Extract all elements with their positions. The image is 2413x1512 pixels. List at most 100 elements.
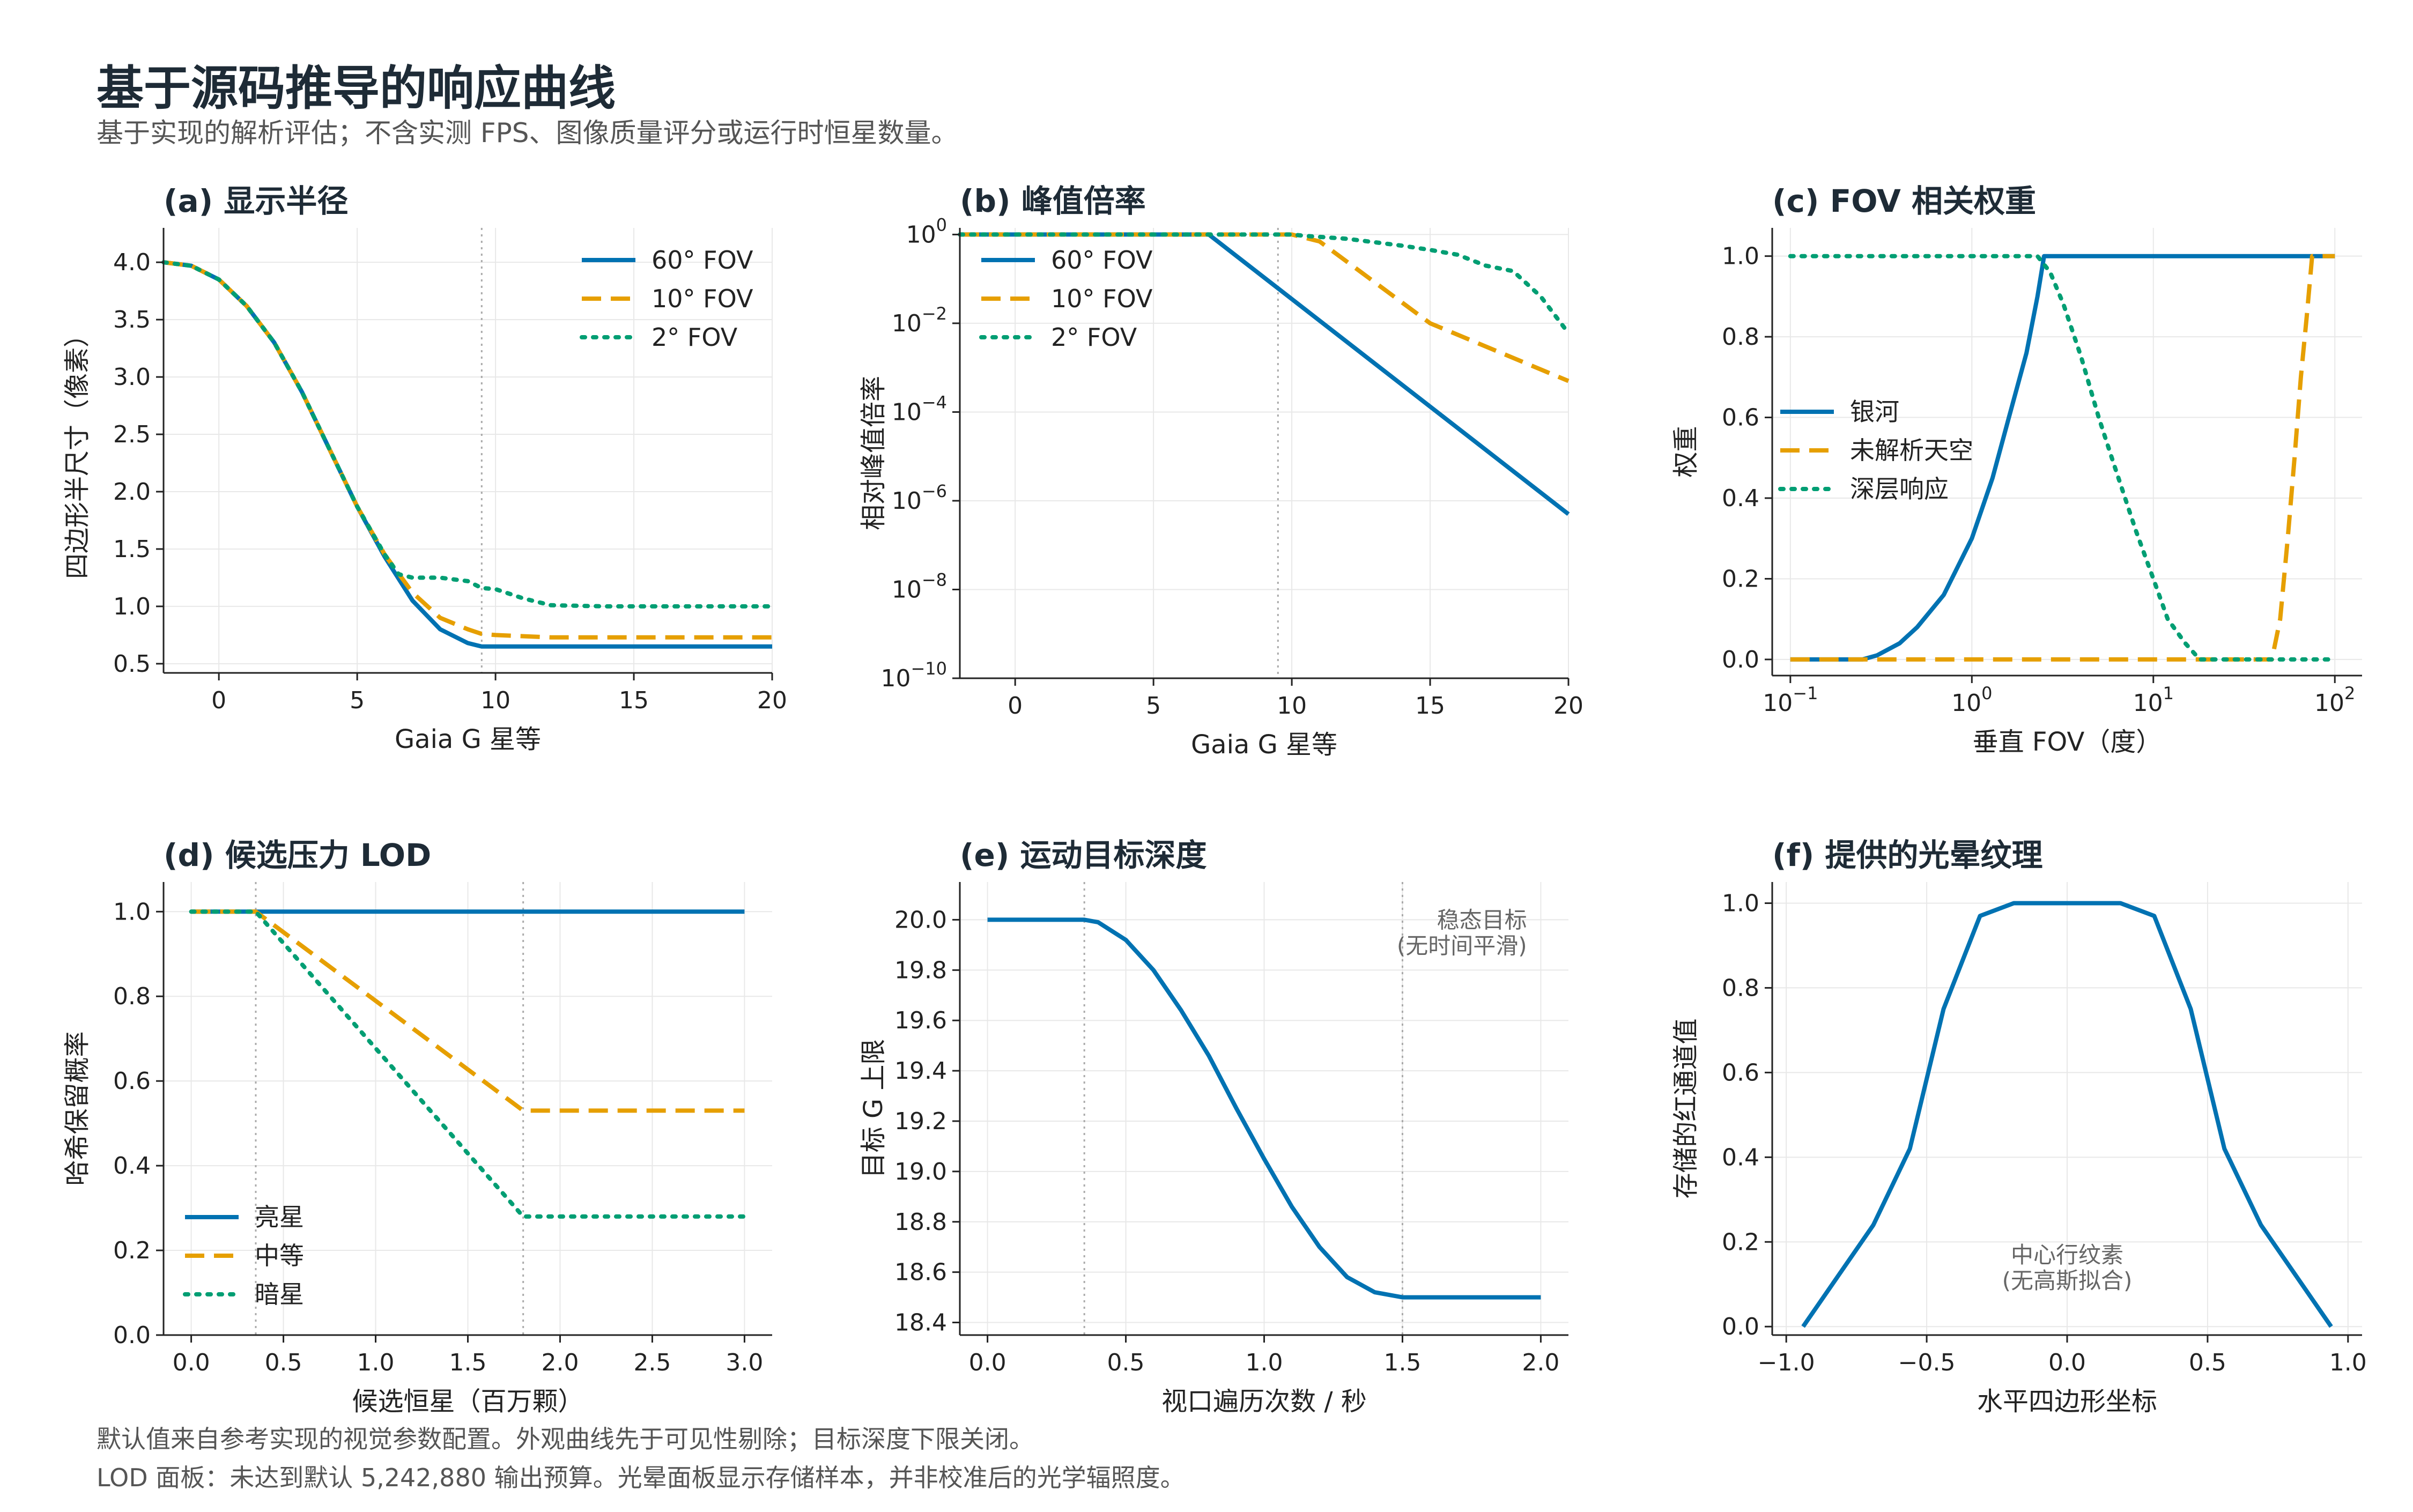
series-line-1 xyxy=(960,232,1570,516)
legend: 60° FOV 10° FOV 2° FOV xyxy=(979,246,1153,352)
series-line-3 xyxy=(161,260,774,609)
y-axis-label: 四边形半尺寸（像素） xyxy=(62,322,92,579)
y-tick-label: 0.8 xyxy=(1722,974,1759,1002)
y-tick-label: 3.0 xyxy=(113,364,151,391)
y-tick-label: 10−8 xyxy=(892,569,947,603)
y-tick-label: 0.4 xyxy=(113,1152,151,1180)
y-axis-label: 相对峰值倍率 xyxy=(858,376,889,530)
y-tick-label: 3.5 xyxy=(113,306,151,333)
x-tick-label: 102 xyxy=(2314,683,2355,717)
y-tick-label: 10−4 xyxy=(892,392,947,426)
y-tick-label: 0.8 xyxy=(1722,323,1759,351)
x-tick-label: 1.0 xyxy=(1246,1349,1283,1376)
x-axis-label: Gaia G 星等 xyxy=(1191,730,1337,760)
y-axis-label: 目标 G 上限 xyxy=(858,1039,889,1179)
legend-label: 银河 xyxy=(1850,397,1899,426)
x-axis-label: Gaia G 星等 xyxy=(395,724,541,754)
panel-title: (c) FOV 相关权重 xyxy=(1772,183,2036,219)
y-tick-label: 18.8 xyxy=(894,1209,947,1236)
x-axis-label: 水平四边形坐标 xyxy=(1977,1387,2157,1417)
x-tick-label: 0.5 xyxy=(265,1349,302,1376)
series-line-2 xyxy=(960,232,1570,383)
series-line-1 xyxy=(1790,254,2335,662)
panel-b: 0 5 10 15 20 100 10−2 10−4 10−6 10−8 10−10 (b) 峰值倍率… xyxy=(858,183,1583,760)
x-tick-label: 0.0 xyxy=(173,1349,210,1376)
x-tick-label: 0.0 xyxy=(2048,1349,2086,1376)
y-tick-label: 20.0 xyxy=(894,906,947,933)
y-tick-label: 19.8 xyxy=(894,957,947,984)
x-tick-label: 101 xyxy=(2133,683,2174,717)
x-tick-label: 1.0 xyxy=(357,1349,395,1376)
x-axis-label: 垂直 FOV（度） xyxy=(1973,727,2162,757)
legend-label: 亮星 xyxy=(255,1203,304,1232)
y-tick-label: 2.0 xyxy=(113,478,151,506)
x-tick-label: 15 xyxy=(619,687,649,714)
legend-label: 中等 xyxy=(255,1241,304,1270)
x-tick-label: 2.5 xyxy=(633,1349,671,1376)
x-tick-label: 1.5 xyxy=(449,1349,487,1376)
y-tick-label: 1.5 xyxy=(113,536,151,563)
legend-label: 2° FOV xyxy=(652,323,738,352)
legend-label: 深层响应 xyxy=(1850,475,1949,503)
legend: 60° FOV 10° FOV 2° FOV xyxy=(580,246,753,352)
y-tick-label: 2.5 xyxy=(113,421,151,448)
panel-e: 0.0 0.5 1.0 1.5 2.0 18.4 18.6 18.8 19.0 19.2 19.4 1… xyxy=(858,837,1568,1417)
y-tick-label: 19.2 xyxy=(894,1108,947,1135)
panel-f: −1.0 −0.5 0.0 0.5 1.0 0.0 0.2 0.4 0.6 0.8 1.0 (f) 提… xyxy=(1671,837,2367,1417)
y-axis-label: 哈希保留概率 xyxy=(62,1031,92,1185)
y-tick-label: 0.6 xyxy=(1722,1059,1759,1086)
y-tick-label: 18.4 xyxy=(894,1309,947,1337)
chart-panels: 0 5 10 15 200.51.01.52.02.53.03.54.0(a) 显示半径… xyxy=(62,183,2367,1417)
y-tick-label: 1.0 xyxy=(1722,243,1759,270)
y-tick-label: 0.0 xyxy=(1722,1313,1759,1340)
panel-c: 10−1 100 101 102 0.0 0.2 0.4 0.6 0.8 1.0 (c) FOV 相… xyxy=(1671,183,2362,757)
x-tick-label: 0.0 xyxy=(969,1349,1006,1376)
legend-label: 60° FOV xyxy=(652,246,753,275)
panel-title: (a) 显示半径 xyxy=(164,183,348,219)
y-tick-label: 10−6 xyxy=(892,481,947,515)
y-tick-label: 0.4 xyxy=(1722,1144,1759,1171)
y-tick-label: 0.5 xyxy=(113,650,151,678)
x-tick-label: 10 xyxy=(1277,692,1307,720)
legend-label: 2° FOV xyxy=(1051,323,1137,352)
x-tick-label: 3.0 xyxy=(726,1349,763,1376)
y-tick-label: 0.2 xyxy=(1722,565,1759,592)
legend-label: 未解析天空 xyxy=(1850,436,1973,465)
y-tick-label: 0.6 xyxy=(113,1068,151,1095)
x-axis-label: 视口遍历次数 / 秒 xyxy=(1161,1387,1367,1417)
x-tick-label: 0 xyxy=(211,687,226,714)
y-tick-label: 0.0 xyxy=(113,1322,151,1349)
y-tick-label: 0.2 xyxy=(113,1237,151,1264)
legend-label: 60° FOV xyxy=(1051,246,1153,275)
y-tick-label: 0.4 xyxy=(1722,485,1759,512)
panel-title: (b) 峰值倍率 xyxy=(960,183,1146,219)
y-axis-label: 权重 xyxy=(1671,426,1701,477)
x-tick-label: 1.0 xyxy=(2329,1349,2367,1376)
x-axis-label: 候选恒星（百万颗） xyxy=(352,1387,583,1417)
x-tick-label: 20 xyxy=(757,687,787,714)
x-tick-label: −0.5 xyxy=(1898,1349,1956,1376)
x-tick-label: 0.5 xyxy=(2189,1349,2226,1376)
panel-a: 0 5 10 15 20 0.5 1.0 1.5 2.0 2.5 3.0 3.5 4.0 (a) 显示半径… xyxy=(62,183,787,754)
y-tick-label: 18.6 xyxy=(894,1259,947,1286)
x-tick-label: 5 xyxy=(1146,692,1161,720)
legend-label: 10° FOV xyxy=(652,284,753,313)
panel-title: (f) 提供的光晕纹理 xyxy=(1772,837,2042,873)
y-tick-label: 0.8 xyxy=(113,983,151,1010)
legend-label: 10° FOV xyxy=(1051,284,1153,313)
y-tick-label: 19.4 xyxy=(894,1057,947,1085)
x-tick-label: 10−1 xyxy=(1763,683,1818,717)
x-tick-label: 20 xyxy=(1553,692,1583,720)
y-axis-label: 存储的红通道值 xyxy=(1671,1018,1701,1198)
panel-title: (e) 运动目标深度 xyxy=(960,837,1207,873)
series-line-2 xyxy=(163,260,772,640)
x-tick-label: 15 xyxy=(1415,692,1445,720)
y-tick-label: 0.2 xyxy=(1722,1228,1759,1256)
footnote-2: LOD 面板：未达到默认 5,242,880 输出预算。光晕面板显示存储样本，并… xyxy=(97,1463,1185,1492)
x-tick-label: 5 xyxy=(350,687,365,714)
series-line-1 xyxy=(1801,901,2333,1328)
y-tick-label: 100 xyxy=(906,214,947,248)
